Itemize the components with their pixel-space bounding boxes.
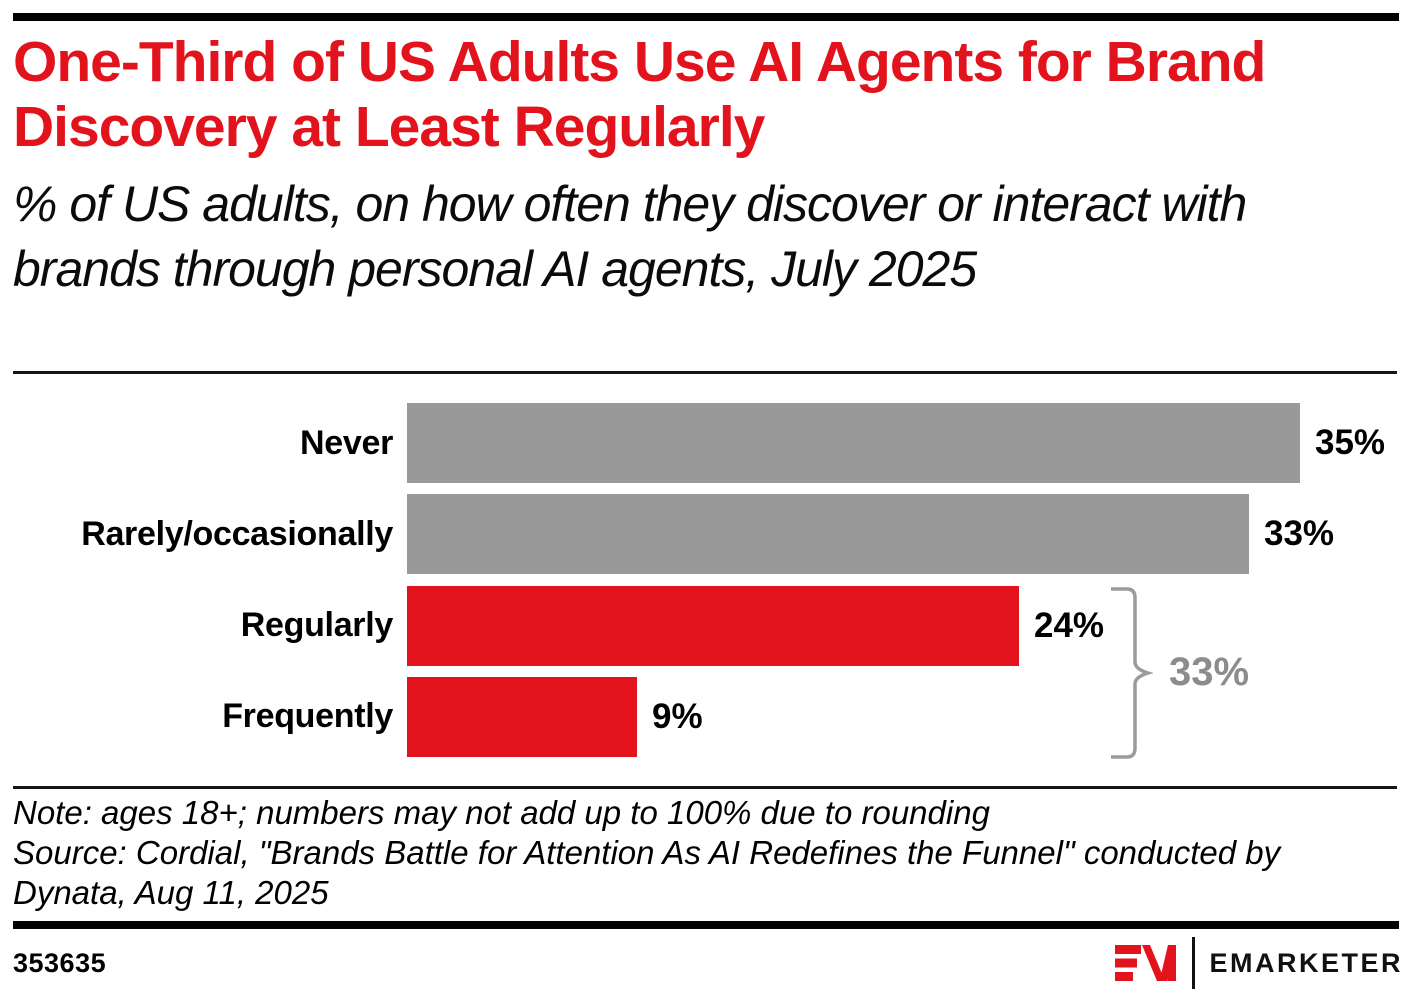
bar-value-label: 24% — [1034, 605, 1105, 645]
bar — [407, 676, 637, 757]
bar-value-label: 35% — [1315, 423, 1386, 462]
source-text: Source: Cordial, "Brands Battle for Atte… — [13, 834, 1281, 911]
note-text: Note: ages 18+; numbers may not add up t… — [13, 794, 990, 831]
bar-category-label: Frequently — [222, 697, 393, 736]
brand-logo: EMARKETER — [1115, 936, 1403, 990]
header-divider — [13, 371, 1397, 374]
logo-divider — [1192, 937, 1196, 989]
chart-subtitle: % of US adults, on how often they discov… — [13, 176, 1247, 297]
bar-category-label: Regularly — [240, 606, 394, 645]
bar — [407, 403, 1300, 483]
bar — [407, 494, 1249, 575]
bar — [407, 585, 1019, 666]
brand-name: EMARKETER — [1209, 947, 1403, 978]
chart-row-never: Never 35% — [13, 403, 1399, 483]
chart-title: One-Third of US Adults Use AI Agents for… — [13, 30, 1266, 159]
chart-row-regularly: Regularly 24% — [13, 585, 1399, 666]
bar-value-label: 9% — [652, 696, 703, 736]
emarketer-mark-icon — [1115, 945, 1177, 981]
footnote-divider — [13, 786, 1397, 789]
chart-id: 353635 — [13, 948, 107, 978]
chart-row-frequently: Frequently 9% — [13, 676, 1399, 757]
bar-category-label: Never — [299, 423, 393, 462]
bar-category-label: Rarely/occasionally — [81, 514, 393, 553]
brace-total-label: 33% — [1169, 650, 1250, 694]
bar-value-label: 33% — [1264, 514, 1335, 554]
brace-bracket-icon — [1111, 587, 1153, 759]
bottom-rule — [13, 921, 1399, 929]
chart-row-rarely-occasionally: Rarely/occasionally 33% — [13, 494, 1399, 575]
bar-chart: 33% Never 35% Rarely/occasionally 33% Regula… — [13, 403, 1399, 759]
top-rule — [13, 13, 1399, 21]
